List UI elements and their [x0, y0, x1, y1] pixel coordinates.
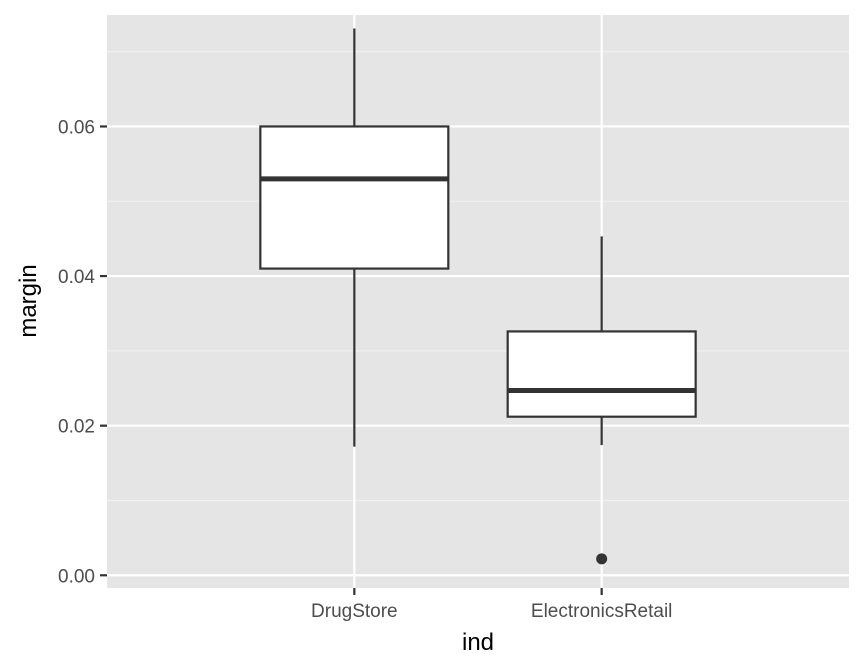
box-ElectronicsRetail [506, 236, 697, 565]
y-axis-title: margin [15, 264, 42, 337]
boxes [259, 28, 697, 565]
x-axis: DrugStore ElectronicsRetail [311, 588, 672, 622]
y-tick-label: 0.02 [58, 417, 95, 438]
y-tick-label: 0.00 [58, 566, 95, 587]
box-DrugStore [259, 28, 450, 447]
y-tick-label: 0.04 [58, 267, 95, 288]
outlier-point [596, 553, 608, 565]
x-axis-title: ind [462, 629, 494, 656]
y-axis: 0.00 0.02 0.04 0.06 [58, 117, 107, 587]
y-tick-label: 0.06 [58, 117, 95, 138]
box-iqr [506, 330, 697, 418]
box-iqr [259, 125, 450, 270]
x-tick-label: DrugStore [311, 601, 398, 622]
x-tick-label: ElectronicsRetail [531, 601, 673, 622]
minor-gridlines [107, 51, 849, 502]
plot-panel [107, 15, 849, 588]
